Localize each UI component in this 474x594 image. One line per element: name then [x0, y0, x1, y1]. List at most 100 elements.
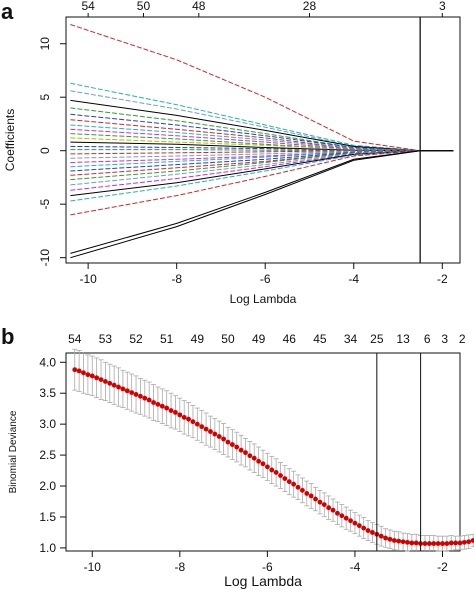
deviance-point-0 [72, 367, 78, 373]
top-label-b-0: 54 [68, 332, 82, 346]
deviance-point-63 [348, 518, 353, 524]
deviance-point-8 [107, 380, 113, 386]
y-tick-label-a-2: 0 [38, 147, 52, 154]
y-tick-label-a-1: -5 [38, 199, 52, 210]
deviance-point-40 [247, 453, 253, 459]
deviance-point-71 [383, 535, 388, 541]
y-tick-label-b-6: 4.0 [39, 355, 56, 369]
deviance-point-84 [440, 541, 445, 546]
deviance-point-66 [361, 525, 367, 531]
x-tick-label-a-3: -4 [348, 272, 359, 286]
coef-path-16 [70, 150, 454, 163]
deviance-point-68 [370, 530, 375, 535]
top-label-a-2: 48 [192, 0, 206, 13]
deviance-point-80 [422, 541, 428, 546]
deviance-point-90 [466, 539, 472, 545]
deviance-point-86 [448, 540, 454, 546]
y-tick-label-a-0: -10 [38, 249, 52, 267]
deviance-point-20 [159, 403, 165, 409]
deviance-point-26 [186, 416, 191, 422]
x-tick-label-b-0: -10 [84, 560, 102, 574]
x-tick-label-a-0: -10 [79, 272, 97, 286]
coefficient-path-panel: a -10 -8 -6 -4 -2 -10 -5 0 5 10 54 50 48 28 3 Log Lamb… [1, 0, 461, 306]
deviance-point-9 [111, 382, 117, 388]
deviance-point-91 [470, 538, 474, 543]
coef-path-12 [70, 145, 454, 152]
deviance-point-83 [435, 541, 441, 546]
deviance-point-47 [278, 473, 283, 478]
deviance-point-85 [444, 541, 450, 546]
deviance-point-46 [273, 470, 279, 475]
coef-path-14 [70, 150, 454, 155]
deviance-point-33 [216, 434, 222, 439]
top-label-a-0: 54 [81, 0, 95, 13]
deviance-point-64 [352, 520, 358, 526]
deviance-points [72, 348, 474, 553]
top-label-b-4: 49 [191, 332, 205, 346]
y-tick-label-b-4: 3.0 [39, 417, 56, 431]
top-label-b-1: 53 [99, 332, 113, 346]
coef-path-10 [70, 137, 454, 152]
deviance-point-74 [396, 538, 402, 544]
top-label-b-6: 49 [252, 332, 266, 346]
deviance-point-82 [431, 541, 437, 546]
y-tick-label-b-3: 2.5 [39, 448, 56, 462]
deviance-point-72 [387, 536, 393, 542]
deviance-point-31 [208, 429, 213, 434]
deviance-point-4 [89, 373, 95, 379]
x-tick-label-a-4: -2 [437, 272, 448, 286]
deviance-point-67 [365, 528, 371, 533]
coef-path-17 [70, 150, 454, 168]
axes-a [60, 13, 443, 269]
deviance-point-78 [413, 540, 419, 546]
deviance-point-49 [286, 479, 292, 485]
x-tick-label-a-1: -8 [171, 272, 182, 286]
deviance-point-38 [238, 447, 244, 453]
deviance-point-17 [146, 397, 152, 403]
y-tick-label-a-3: 5 [38, 94, 52, 101]
top-label-b-7: 46 [283, 332, 297, 346]
deviance-point-41 [251, 455, 257, 461]
deviance-point-29 [199, 424, 205, 430]
top-label-b-12: 6 [424, 332, 431, 346]
deviance-point-10 [116, 384, 121, 390]
deviance-point-2 [81, 370, 86, 376]
top-label-b-3: 51 [160, 332, 174, 346]
y-tick-label-a-4: 10 [38, 37, 52, 51]
x-axis-title-a: Log Lambda [230, 292, 297, 306]
plot-frame-a [65, 16, 461, 264]
deviance-point-57 [321, 502, 327, 507]
top-label-b-2: 52 [129, 332, 143, 346]
y-tick-label-b-1: 1.5 [39, 510, 56, 524]
deviance-point-3 [85, 372, 91, 378]
deviance-point-32 [212, 431, 218, 437]
y-axis-title-b: Binomial Deviance [8, 410, 19, 493]
coef-path-18 [70, 150, 454, 172]
deviance-point-44 [264, 464, 270, 470]
deviance-point-11 [120, 386, 126, 392]
panel-letter-b: b [1, 324, 14, 349]
deviance-point-13 [129, 390, 135, 395]
deviance-point-15 [138, 393, 143, 399]
deviance-point-23 [173, 410, 178, 415]
deviance-point-24 [177, 412, 183, 418]
coef-path-6 [70, 119, 454, 152]
coefficient-paths [70, 24, 454, 259]
deviance-point-27 [190, 419, 196, 425]
deviance-point-14 [133, 392, 139, 397]
deviance-point-88 [457, 540, 463, 546]
top-label-a-1: 50 [137, 0, 151, 13]
deviance-point-62 [343, 515, 349, 521]
x-tick-label-a-2: -6 [260, 272, 271, 286]
coef-path-15 [70, 150, 454, 159]
x-tick-label-b-3: -4 [350, 560, 361, 574]
deviance-point-37 [234, 444, 240, 450]
deviance-point-65 [356, 523, 362, 529]
deviance-point-19 [155, 401, 161, 407]
deviance-point-89 [461, 539, 467, 545]
top-label-b-14: 2 [459, 332, 466, 346]
deviance-point-34 [221, 436, 227, 442]
top-label-b-10: 25 [370, 332, 384, 346]
x-tick-label-b-2: -6 [262, 560, 273, 574]
tick-labels-a: -10 -8 -6 -4 -2 -10 -5 0 5 10 54 50 48 28 3 [38, 0, 448, 286]
